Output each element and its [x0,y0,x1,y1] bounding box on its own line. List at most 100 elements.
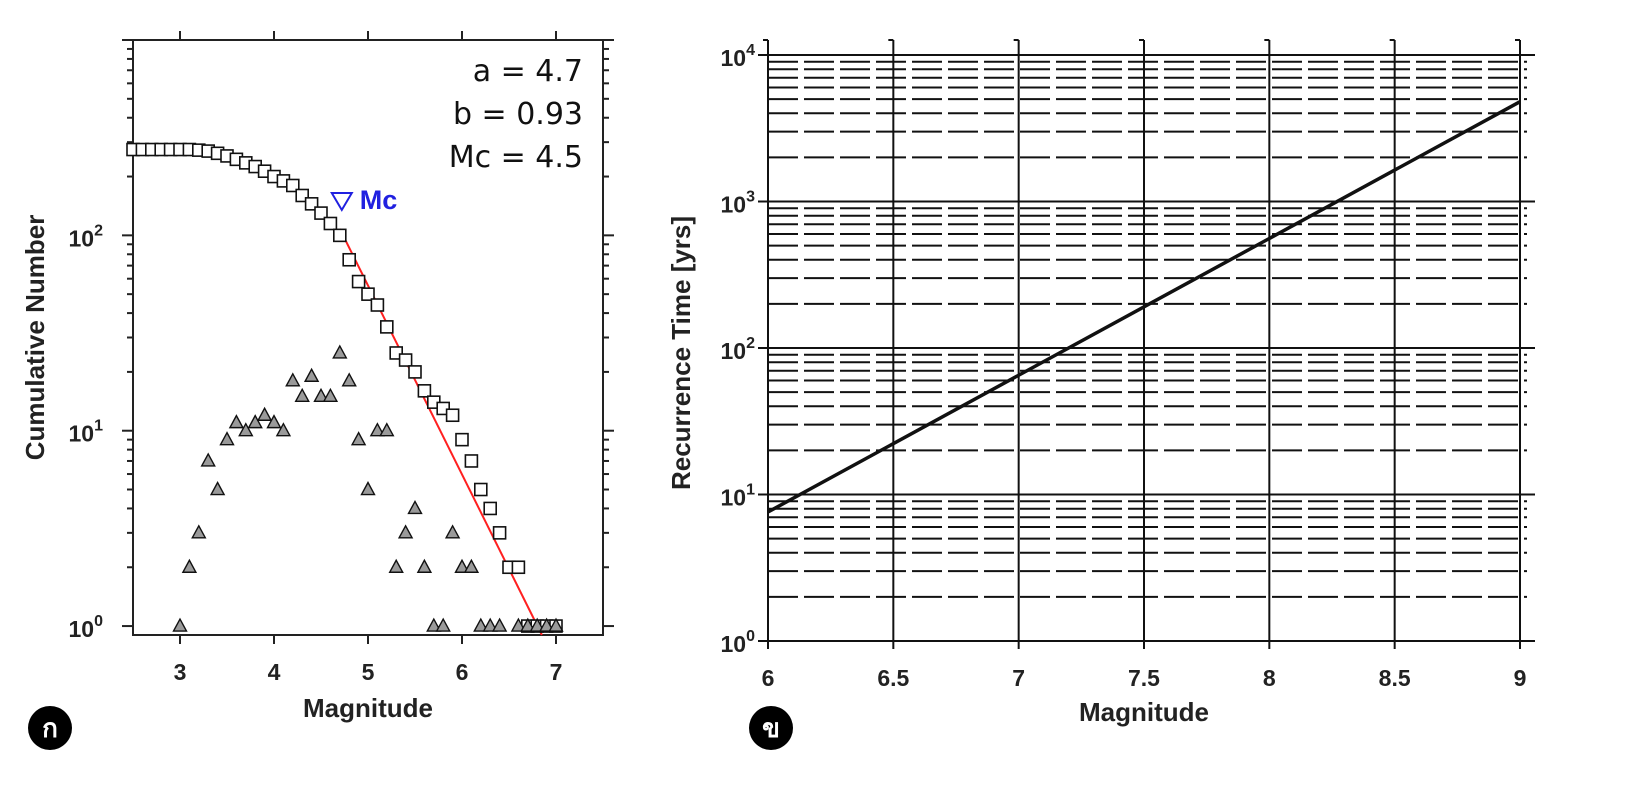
y-axis-title: Cumulative Number [20,215,50,461]
stat-mc-value: Mc = 4.5 [449,140,583,175]
panel-label-text: ก [42,714,58,744]
cumulative-point [379,320,394,334]
incremental-point [219,431,235,446]
y-tick-label-base: 10 [69,225,95,251]
cumulative-point [408,365,422,379]
incremental-point [238,422,254,437]
incremental-point [313,387,329,403]
y-tick-label-base: 10 [721,338,747,364]
panel-label-badge [749,706,793,750]
incremental-point [444,524,461,539]
cumulative-point [342,252,357,267]
incremental-point [266,414,282,429]
y-tick-label: 101 [69,418,104,447]
x-tick-label: 5 [362,659,375,685]
incremental-point [172,617,188,632]
y-tick-label-exponent: 2 [94,222,103,239]
incremental-point [397,524,414,539]
cumulative-point [511,560,526,575]
panel-label-text: ข [762,714,780,744]
incremental-point [285,372,301,387]
y-tick-label: 104 [721,42,756,71]
y-tick-label-base: 10 [721,485,747,511]
cumulative-point [455,432,469,447]
incremental-point [520,617,536,632]
y-tick-label-exponent: 3 [746,189,755,206]
incremental-point [482,617,498,632]
incremental-point [200,452,216,467]
y-tick-label: 102 [721,335,756,364]
chart-panel-recurrence-time: 6 6.5 7 7.5 8 8.5 9100101102103104MagnitudeRec… [666,39,1535,750]
incremental-point [209,481,226,496]
x-tick-label: 7 [550,659,563,685]
incremental-point [369,422,386,437]
mc-triangle-icon [330,191,354,212]
incremental-point [538,617,555,632]
incremental-point [303,367,320,382]
x-tick-label: 7 [1012,665,1025,691]
cumulative-point [483,501,498,516]
y-tick-label-base: 10 [721,631,747,657]
cumulative-point [445,408,460,423]
stat-a-value: a = 4.7 [473,54,583,89]
cumulative-point [464,454,479,468]
y-tick-label-exponent: 1 [94,418,103,435]
incremental-point [510,617,527,632]
cumulative-point [473,482,488,497]
panel-label-badge [28,706,72,750]
y-axis-title: Recurrence Time [yrs] [666,216,696,490]
incremental-point [491,617,508,632]
cumulative-point [285,178,300,193]
incremental-point [407,499,423,515]
mc-label: Mc [360,185,398,215]
x-tick-label: 9 [1514,665,1527,691]
incremental-point [360,481,376,496]
y-tick-label: 100 [69,613,104,642]
incremental-point [275,422,292,437]
x-tick-label: 6 [762,665,775,691]
incremental-point [228,414,245,429]
x-tick-label: 8.5 [1379,665,1411,691]
cumulative-point [323,216,338,231]
incremental-point [294,387,310,403]
x-tick-label: 3 [174,659,187,685]
incremental-point [426,617,442,632]
incremental-point [256,406,273,421]
y-tick-label-base: 10 [69,616,95,642]
y-tick-label-exponent: 1 [746,482,755,499]
incremental-point [191,524,207,539]
incremental-point [529,617,545,632]
cumulative-point [332,228,347,243]
cumulative-point [398,353,413,367]
y-tick-label-exponent: 4 [746,42,755,59]
incremental-point [247,414,263,429]
incremental-point [463,558,480,573]
incremental-point [548,617,564,632]
y-tick-label: 101 [721,482,756,511]
incremental-point [379,422,395,437]
x-tick-label: 6 [456,659,469,685]
cumulative-point [417,384,432,398]
cumulative-point [351,274,366,289]
incremental-point [322,387,339,403]
cumulative-point [370,298,385,312]
x-axis-title: Magnitude [1079,697,1209,727]
x-tick-label: 7.5 [1128,665,1160,691]
x-tick-label: 6.5 [877,665,909,691]
incremental-point [332,344,348,359]
cumulative-point [492,526,507,540]
incremental-point [350,431,367,446]
cumulative-point [361,287,375,301]
y-tick-label: 103 [721,189,756,218]
incremental-point [388,558,404,573]
y-tick-label: 102 [69,222,104,251]
y-tick-label-base: 10 [69,421,95,447]
recurrence-line [767,100,1521,514]
y-tick-label-base: 10 [721,45,747,71]
incremental-point [435,617,451,632]
incremental-point [454,558,470,573]
x-axis-title: Magnitude [303,693,433,723]
y-tick-label-exponent: 0 [94,613,103,630]
